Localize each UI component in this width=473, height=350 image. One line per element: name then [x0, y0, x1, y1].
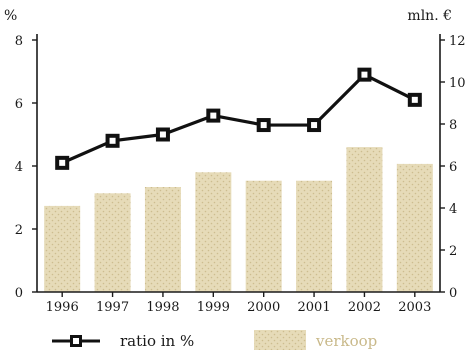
left-tick-label-4: 4 [15, 160, 23, 175]
point-ratio-inner-1996 [59, 159, 66, 166]
bars-layer [44, 147, 433, 292]
x-tick-label-1996: 1996 [46, 300, 79, 315]
bar-verkoop-1999 [195, 172, 232, 292]
point-ratio-inner-2002 [361, 71, 368, 78]
right-tick-label-6: 6 [449, 160, 457, 175]
left-tick-label-8: 8 [15, 34, 23, 49]
left-tick-label-6: 6 [15, 97, 23, 112]
bar-verkoop-1996 [44, 205, 81, 292]
x-tick-label-1997: 1997 [96, 300, 129, 315]
point-ratio-inner-1999 [210, 112, 217, 119]
legend-marker-swatch-inner [73, 338, 79, 344]
x-tick-label-2002: 2002 [348, 300, 381, 315]
bar-verkoop-2001 [296, 180, 333, 292]
bar-verkoop-2002 [346, 147, 383, 292]
line-layer [55, 67, 422, 170]
left-tick-label-2: 2 [15, 223, 23, 238]
point-ratio-inner-2003 [411, 96, 418, 103]
left-axis-unit: % [4, 8, 17, 24]
right-tick-label-12: 12 [449, 34, 466, 49]
legend-bar-swatch [254, 330, 306, 350]
bar-verkoop-1998 [144, 187, 181, 292]
point-ratio-inner-1997 [109, 137, 116, 144]
right-tick-label-8: 8 [449, 118, 457, 133]
bar-verkoop-2000 [245, 180, 282, 292]
bar-verkoop-2003 [396, 163, 433, 292]
x-tick-label-1998: 1998 [146, 300, 179, 315]
legend: ratio in % verkoop [52, 330, 377, 350]
point-ratio-inner-1998 [159, 131, 166, 138]
x-tick-label-1999: 1999 [197, 300, 230, 315]
point-ratio-inner-2001 [311, 122, 318, 129]
right-axis-unit: mln. € [407, 8, 452, 24]
x-tick-label-2003: 2003 [398, 300, 431, 315]
right-tick-label-4: 4 [449, 202, 457, 217]
line-ratio-series [61, 73, 416, 165]
bar-verkoop-1997 [94, 193, 131, 292]
right-tick-label-10: 10 [449, 76, 466, 91]
right-tick-label-2: 2 [449, 244, 457, 259]
right-tick-label-0: 0 [449, 286, 457, 301]
axes-layer [32, 34, 445, 297]
x-tick-label-2000: 2000 [247, 300, 280, 315]
left-tick-label-0: 0 [15, 286, 23, 301]
x-tick-label-2001: 2001 [298, 300, 331, 315]
labels-layer: 0 2 4 6 8 0 2 4 6 8 10 12 1996 1997 1998 1999 2000 2001 20… [15, 34, 466, 315]
point-ratio-inner-2000 [260, 122, 267, 129]
legend-label-ratio: ratio in % [120, 332, 194, 350]
legend-label-verkoop: verkoop [315, 332, 377, 350]
